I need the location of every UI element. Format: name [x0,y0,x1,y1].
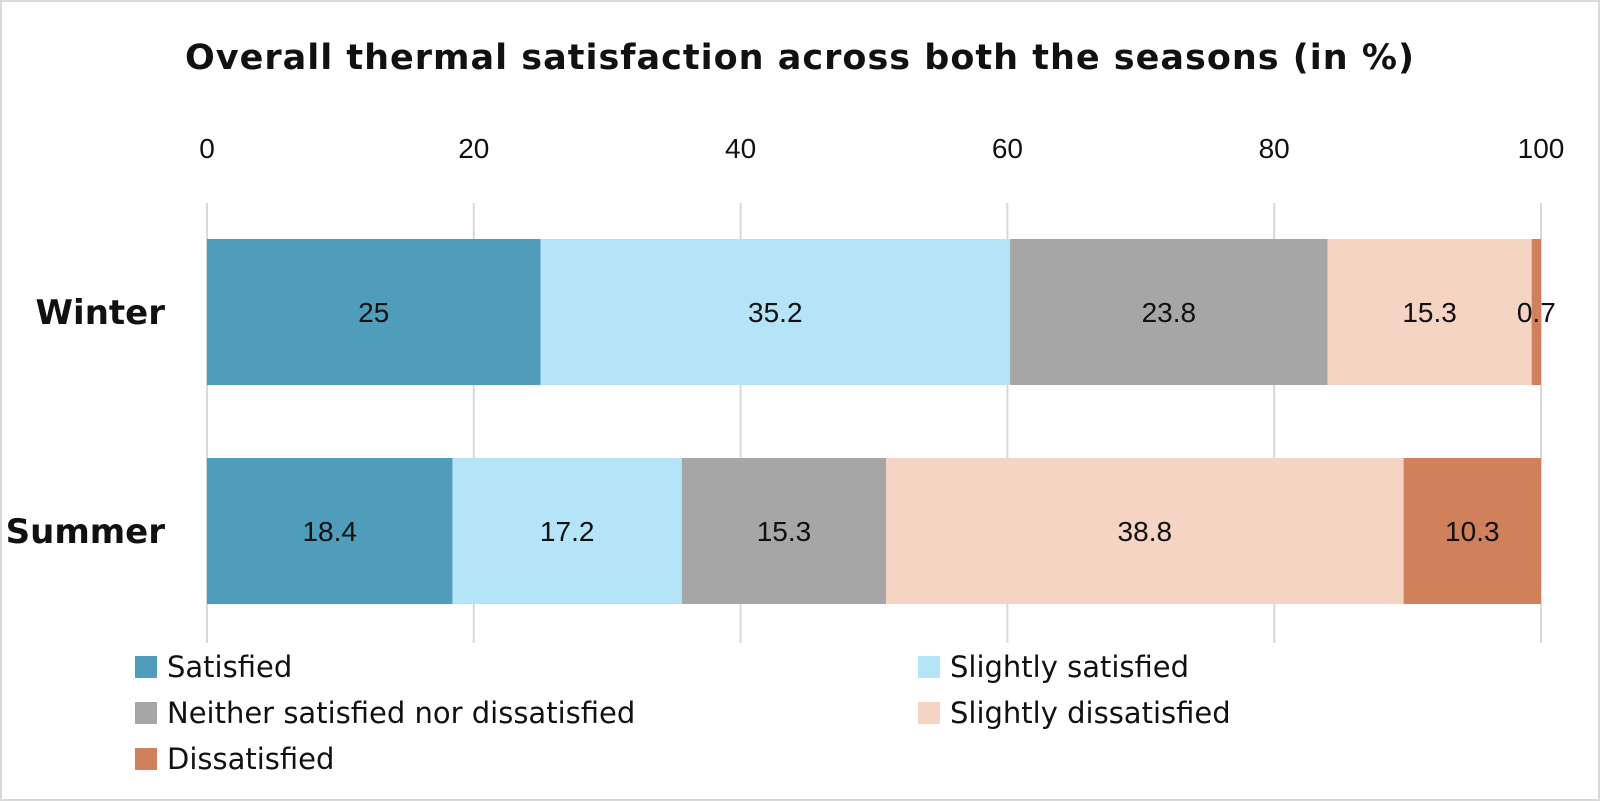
legend-label-neither-satisfied-nor-dissatisfied: Neither satisfied nor dissatisfied [167,696,636,730]
x-tick-label-0: 0 [199,133,215,164]
bar-summer-slightly-dissatisfied [886,458,1404,604]
data-label-summer-slightly-dissatisfied: 38.8 [1118,516,1173,547]
legend-item-slightly-satisfied: Slightly satisfied [918,650,1189,684]
legend-label-slightly-dissatisfied: Slightly dissatisfied [950,696,1231,730]
data-label-winter-satisfied: 25 [358,297,389,328]
data-label-summer-slightly-satisfied: 17.2 [540,516,595,547]
data-label-summer-neither-satisfied-nor-dissatisfied: 15.3 [757,516,812,547]
data-label-winter-slightly-satisfied: 35.2 [748,297,803,328]
legend-item-slightly-dissatisfied: Slightly dissatisfied [918,696,1231,730]
legend-item-satisfied: Satisfied [135,650,292,684]
legend-label-satisfied: Satisfied [167,650,293,684]
legend-swatch-neither-satisfied-nor-dissatisfied [135,702,157,724]
legend-item-neither-satisfied-nor-dissatisfied: Neither satisfied nor dissatisfied [135,696,635,730]
data-label-winter-slightly-dissatisfied: 15.3 [1402,297,1457,328]
bar-summer-satisfied [207,458,453,604]
data-label-winter-neither-satisfied-nor-dissatisfied: 23.8 [1142,297,1197,328]
data-label-winter-dissatisfied: 0.7 [1517,297,1556,328]
data-label-summer-dissatisfied: 10.3 [1445,516,1500,547]
bar-winter-neither-satisfied-nor-dissatisfied [1010,239,1328,385]
x-tick-label-80: 80 [1259,133,1290,164]
x-tick-label-100: 100 [1518,133,1565,164]
bar-winter-dissatisfied [1531,239,1541,385]
legend-swatch-slightly-dissatisfied [918,702,940,724]
legend-swatch-dissatisfied [135,748,157,770]
category-label-summer: Summer [6,512,166,552]
category-label-winter: Winter [36,293,166,333]
legend-label-slightly-satisfied: Slightly satisfied [950,650,1190,684]
bar-summer-neither-satisfied-nor-dissatisfied [681,458,887,604]
bar-winter-slightly-satisfied [540,239,1011,385]
chart-title: Overall thermal satisfaction across both… [185,38,1415,78]
bar-summer-slightly-satisfied [452,458,682,604]
x-tick-label-20: 20 [458,133,489,164]
data-label-summer-satisfied: 18.4 [302,516,357,547]
x-tick-label-40: 40 [725,133,756,164]
legend-item-dissatisfied: Dissatisfied [135,742,334,776]
legend-swatch-satisfied [135,656,157,678]
legend-swatch-slightly-satisfied [918,656,940,678]
bar-summer-dissatisfied [1403,458,1541,604]
legend-label-dissatisfied: Dissatisfied [167,742,335,776]
bar-winter-slightly-dissatisfied [1327,239,1532,385]
bar-winter-satisfied [207,239,541,385]
x-tick-label-60: 60 [992,133,1023,164]
